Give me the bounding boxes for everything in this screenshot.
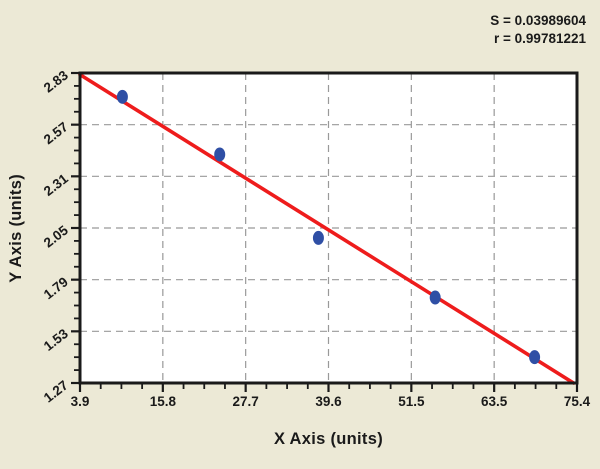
y-tick-label: 1.27	[41, 378, 71, 406]
y-tick-label: 2.83	[41, 67, 71, 95]
y-axis-title-box: Y Axis (units)	[2, 73, 30, 383]
x-axis-title: X Axis (units)	[273, 430, 384, 448]
x-tick-label: 27.7	[233, 394, 259, 409]
y-tick-label: 2.31	[41, 171, 71, 199]
x-tick-label: 39.6	[315, 394, 342, 409]
x-tick-label: 75.4	[564, 394, 591, 409]
stat-r: r = 0.99781221	[494, 31, 586, 46]
x-tick-label: 15.8	[150, 394, 177, 409]
y-tick-label: 2.05	[41, 222, 71, 250]
data-point	[214, 147, 226, 162]
data-point	[116, 89, 128, 104]
data-point	[529, 350, 541, 365]
y-tick-label: 2.57	[41, 119, 71, 147]
data-point	[429, 290, 441, 305]
stat-s: S = 0.03989604	[490, 13, 586, 28]
y-tick-label: 1.79	[41, 274, 71, 302]
y-tick-label: 1.53	[41, 326, 71, 354]
plot-border	[78, 71, 579, 385]
x-tick-label: 51.5	[398, 394, 425, 409]
data-point	[312, 230, 324, 245]
x-tick-label: 3.9	[71, 394, 90, 409]
x-tick-label: 63.5	[481, 394, 508, 409]
fit-statistics: S = 0.03989604 r = 0.99781221	[490, 12, 586, 48]
y-axis-title: Y Axis (units)	[6, 173, 25, 283]
regression-line	[78, 72, 576, 385]
